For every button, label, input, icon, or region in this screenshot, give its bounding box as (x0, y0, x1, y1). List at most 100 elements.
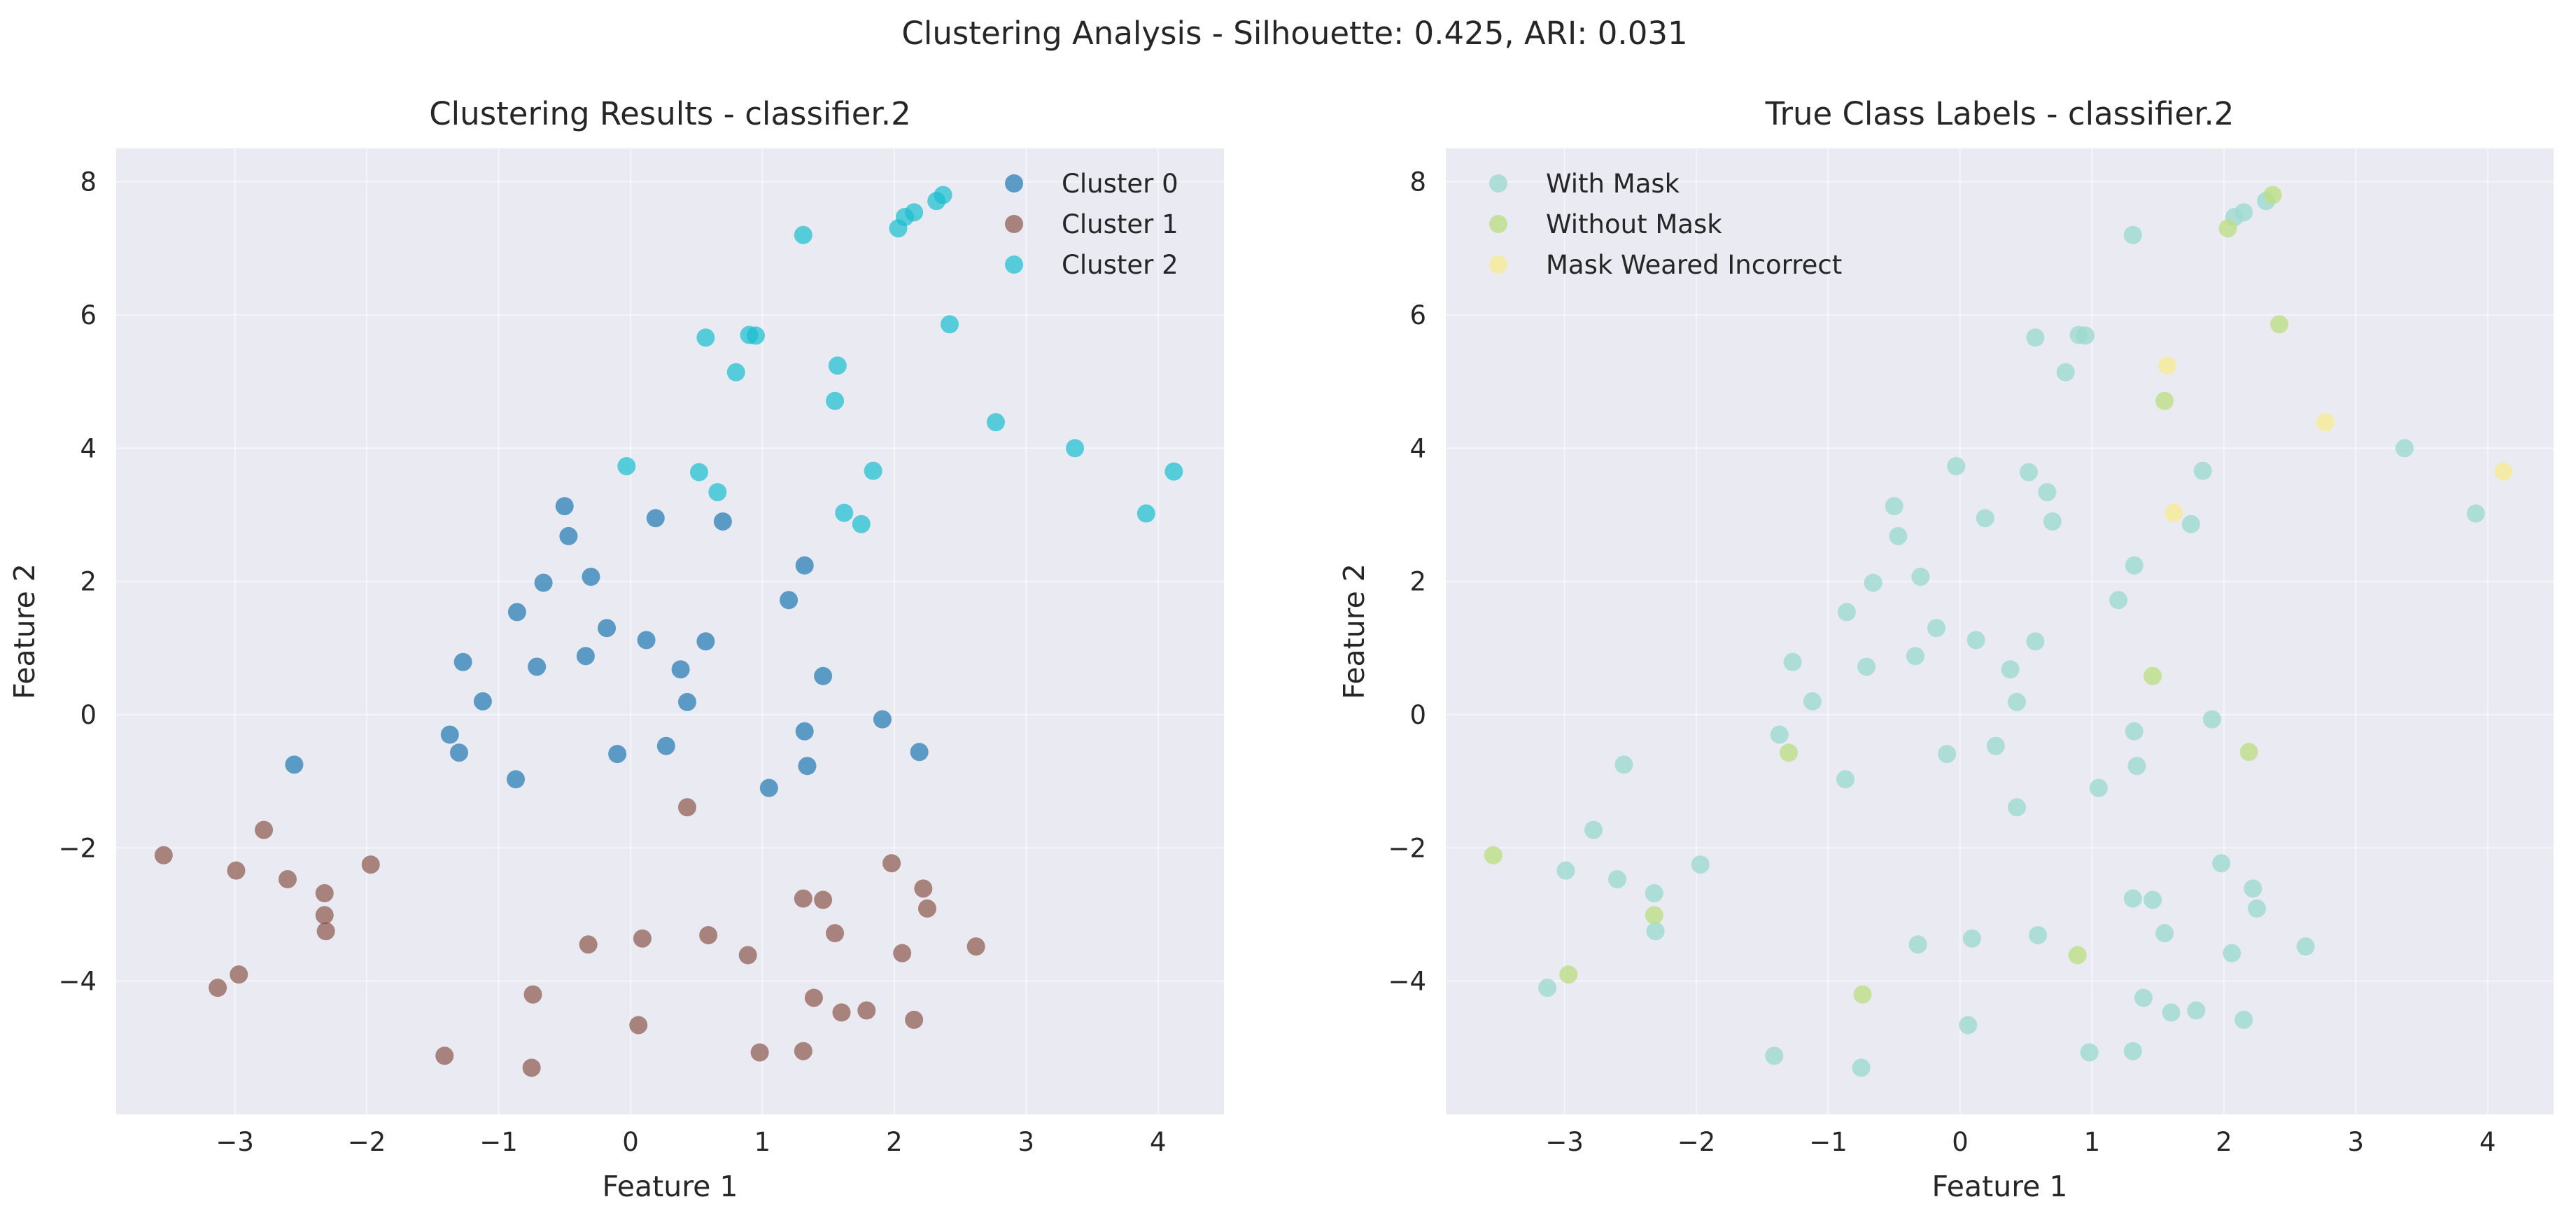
x-tick-label: 4 (2479, 1127, 2496, 1157)
data-point (227, 861, 246, 880)
data-point (2080, 1043, 2099, 1062)
data-point (857, 1001, 876, 1020)
data-point (1906, 647, 1924, 666)
data-point (646, 509, 665, 528)
x-tick-label: −1 (1809, 1127, 1847, 1157)
data-point (2193, 461, 2212, 480)
data-point (864, 461, 882, 480)
data-point (2026, 328, 2045, 347)
data-point (2316, 413, 2335, 432)
y-axis-label: Feature 2 (1337, 564, 1371, 699)
x-tick-label: 0 (622, 1127, 639, 1157)
data-point (893, 944, 912, 962)
data-point (1962, 929, 1981, 948)
x-tick-label: −2 (1677, 1127, 1716, 1157)
data-point (832, 1003, 851, 1022)
data-point (617, 456, 636, 475)
data-point (828, 356, 847, 375)
data-point (910, 743, 929, 762)
y-tick-label: −4 (1388, 967, 1426, 997)
data-point (1136, 504, 1155, 523)
data-point (905, 1010, 924, 1029)
x-tick-label: 0 (1952, 1127, 1969, 1157)
data-point (2466, 504, 2485, 523)
data-point (1853, 985, 1872, 1004)
x-tick-label: 3 (2348, 1127, 2365, 1157)
data-point (534, 573, 553, 592)
legend: With Mask Without Mask Mask Weared Incorre… (1489, 169, 1842, 280)
data-point (2247, 899, 2266, 918)
data-point (1911, 567, 1930, 586)
data-point (449, 743, 468, 762)
x-tick-label: 4 (1150, 1127, 1167, 1157)
data-point (2202, 710, 2221, 729)
data-point (873, 710, 892, 729)
data-point (2125, 556, 2144, 575)
data-point (780, 591, 798, 610)
data-point (708, 483, 727, 502)
data-point (528, 657, 547, 676)
data-point (2165, 503, 2183, 522)
scatter-points (1484, 186, 2513, 1077)
data-point (2076, 326, 2095, 345)
data-point (230, 965, 248, 984)
data-point (2223, 944, 2241, 962)
data-point (1885, 497, 1903, 516)
y-tick-label: −4 (58, 967, 97, 997)
data-point (2029, 925, 2048, 944)
data-point (2134, 988, 2153, 1007)
data-point (2007, 692, 2026, 711)
data-point (2181, 514, 2200, 533)
data-point (699, 925, 718, 944)
data-point (738, 946, 757, 965)
data-point (559, 526, 578, 545)
data-point (1607, 870, 1626, 889)
y-tick-labels: −4 −2 0 2 4 6 8 (58, 167, 97, 997)
plot-title: True Class Labels - classifier.2 (1765, 95, 2234, 132)
data-point (917, 899, 936, 918)
data-point (2395, 439, 2414, 458)
legend-label: Without Mask (1546, 209, 1722, 239)
data-point (2155, 391, 2174, 410)
data-point (2263, 186, 2282, 204)
x-tick-label: −2 (348, 1127, 386, 1157)
data-point (794, 225, 812, 244)
x-tick-label: 1 (754, 1127, 771, 1157)
data-point (2038, 483, 2057, 502)
data-point (677, 692, 696, 711)
data-point (750, 1043, 769, 1062)
x-tick-labels: −3 −2 −1 0 1 2 3 4 (216, 1127, 1166, 1157)
data-point (522, 1058, 541, 1077)
legend-marker (1005, 174, 1023, 192)
legend-marker (1005, 215, 1023, 233)
data-point (2162, 1003, 2181, 1022)
data-point (689, 463, 708, 482)
data-point (1779, 743, 1798, 762)
data-point (507, 770, 526, 789)
x-tick-label: 2 (2216, 1127, 2232, 1157)
data-point (637, 631, 656, 650)
data-point (1559, 965, 1578, 984)
data-point (1836, 770, 1855, 789)
data-point (795, 556, 814, 575)
y-tick-label: 4 (1409, 433, 1426, 463)
x-axis-label: Feature 1 (602, 1170, 738, 1203)
legend-marker (1489, 255, 1507, 274)
series-cluster-1 (154, 798, 985, 1077)
data-point (798, 757, 817, 776)
legend-label: Cluster 2 (1062, 250, 1178, 280)
data-point (315, 906, 334, 925)
data-point (555, 497, 574, 516)
data-point (696, 328, 715, 347)
data-point (814, 666, 833, 685)
legend-marker (1489, 174, 1507, 192)
data-point (1852, 1058, 1871, 1077)
y-tick-label: 0 (1409, 700, 1426, 730)
data-point (278, 870, 297, 889)
data-point (576, 647, 595, 666)
y-axis-label: Feature 2 (8, 564, 41, 699)
data-point (2089, 778, 2108, 797)
data-point (629, 1016, 648, 1035)
legend-label: Cluster 0 (1062, 169, 1178, 199)
data-point (1164, 462, 1183, 481)
